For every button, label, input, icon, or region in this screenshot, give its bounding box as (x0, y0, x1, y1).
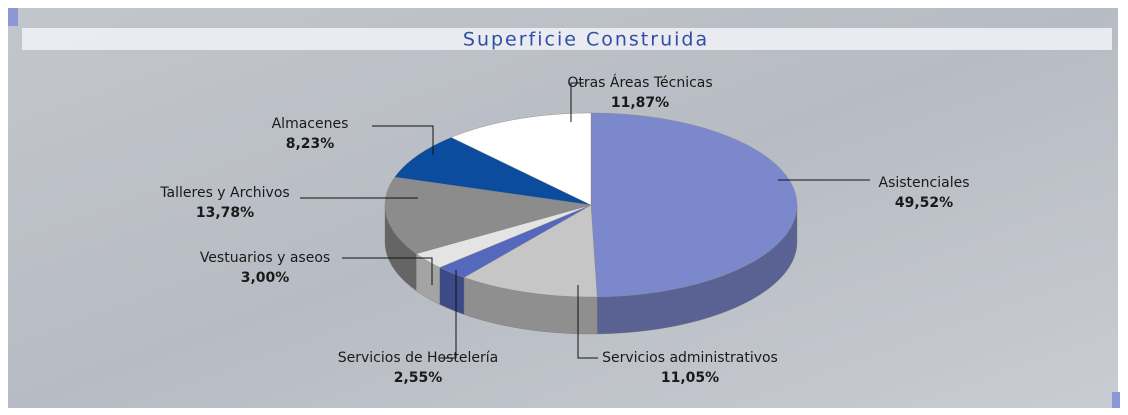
value-label: 11,05% (661, 370, 719, 386)
chart-title: Superficie Construida (463, 29, 709, 51)
slice-label: Servicios administrativos (602, 350, 778, 366)
slice-label: Almacenes (272, 116, 349, 132)
slice-label: Asistenciales (879, 175, 970, 191)
slice-label: Servicios de Hostelería (338, 350, 499, 366)
value-label: 3,00% (241, 270, 290, 286)
pie (385, 113, 797, 334)
value-label: 49,52% (895, 195, 953, 211)
corner-mark (8, 8, 18, 26)
chart: Superficie Construida Asistenciales 49,52… (0, 0, 1128, 415)
value-label: 13,78% (196, 205, 254, 221)
slice-label: Talleres y Archivos (159, 185, 289, 201)
value-label: 11,87% (611, 95, 669, 111)
slice-label: Otras Áreas Técnicas (567, 74, 712, 91)
corner-mark (1112, 392, 1120, 408)
slice-label: Vestuarios y aseos (200, 250, 330, 266)
value-label: 8,23% (286, 136, 335, 152)
value-label: 2,55% (394, 370, 443, 386)
